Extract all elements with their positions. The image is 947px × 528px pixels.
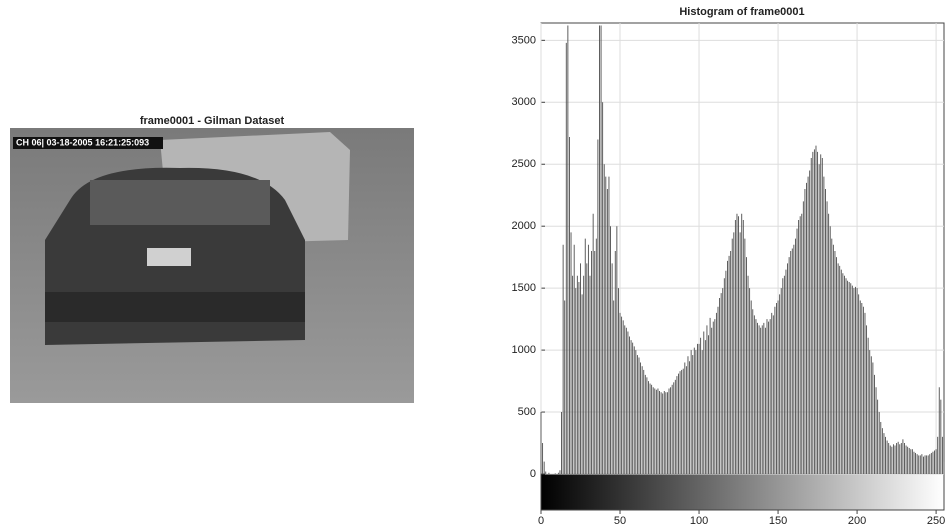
y-tick-label: 0 (530, 468, 536, 480)
x-tick-label: 200 (848, 515, 866, 527)
plate (147, 248, 191, 266)
y-tick-label: 3500 (512, 34, 536, 46)
image-title: frame0001 - Gilman Dataset (140, 115, 285, 127)
y-tick-label: 2500 (512, 158, 536, 170)
figure-window: frame0001 - Gilman Dataset CH 06| 03-18-… (0, 0, 947, 528)
x-tick-label: 150 (769, 515, 787, 527)
y-tick-label: 500 (518, 406, 536, 418)
x-tick-label: 100 (690, 515, 708, 527)
figure: frame0001 - Gilman Dataset CH 06| 03-18-… (0, 0, 947, 528)
y-tick-label: 1500 (512, 282, 536, 294)
y-tick-label: 3000 (512, 96, 536, 108)
chart-title: Histogram of frame0001 (679, 6, 804, 18)
image: CH 06| 03-18-2005 16:21:25:093 (10, 128, 414, 403)
bumper (45, 292, 305, 322)
y-tick-label: 2000 (512, 220, 536, 232)
y-tick-label: 1000 (512, 344, 536, 356)
overlay-text: CH 06| 03-18-2005 16:21:25:093 (16, 137, 149, 147)
x-tick-label: 250 (927, 515, 945, 527)
x-tick-label: 50 (614, 515, 626, 527)
x-tick-label: 0 (538, 515, 544, 527)
car-window (90, 180, 270, 225)
colorbar (541, 474, 944, 510)
